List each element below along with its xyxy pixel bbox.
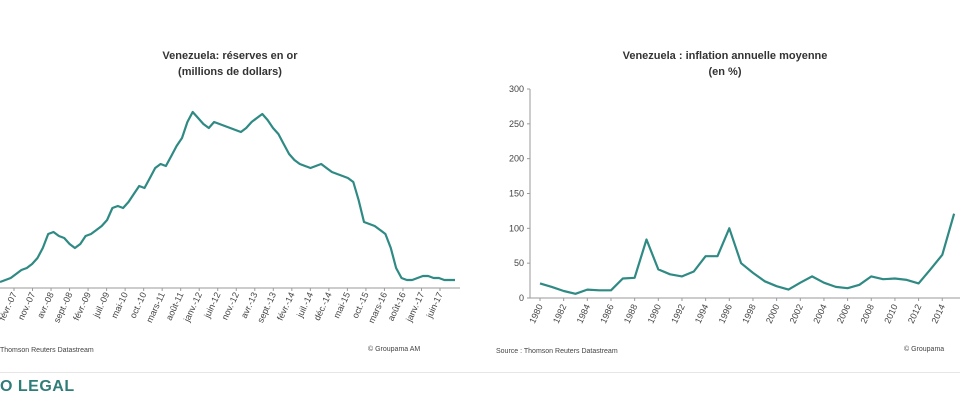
left-chart-gold-reserves: févr.-07nov.-07avr.-08sept.-08févr.-09ju…: [0, 110, 460, 325]
right-y-tick-label: 50: [514, 258, 524, 268]
right-y-tick-label: 250: [509, 119, 524, 129]
left-chart-title-line2: (millions de dollars): [178, 66, 282, 78]
right-x-tick-label: 1984: [575, 303, 593, 325]
right-y-tick-label: 100: [509, 223, 524, 233]
right-y-tick-label: 300: [509, 84, 524, 94]
right-chart-title: Venezuela : inflation annuelle moyenne (…: [560, 48, 890, 80]
left-series-line: [0, 110, 455, 284]
right-chart-inflation: 0 50 100 150 200 250 300 1980 1982 1984 1986 1988 19…: [509, 84, 960, 325]
footer-brand: O LEGAL: [0, 378, 75, 395]
right-credit: © Groupama: [904, 346, 945, 353]
left-chart-title: Venezuela: réserves en or (millions de d…: [80, 48, 380, 80]
right-x-tick-label: 1994: [693, 303, 711, 325]
right-x-tick-label: 1990: [646, 303, 664, 325]
left-x-tick-label: déc.-14: [312, 291, 334, 322]
right-x-tick-label: 2000: [764, 303, 782, 325]
left-x-tick-label: nov.-12: [220, 291, 241, 322]
left-source: Thomson Reuters Datastream: [0, 347, 94, 354]
left-x-tick-label: févr.-09: [71, 291, 93, 322]
right-x-tick-label: 2014: [930, 303, 948, 325]
right-chart-title-line1: Venezuela : inflation annuelle moyenne: [622, 50, 828, 62]
right-x-tick-label: 1988: [622, 303, 640, 325]
left-x-tick-label: juin-17: [424, 291, 445, 321]
right-x-tick-label: 1996: [717, 303, 735, 325]
footer-divider: [0, 372, 960, 373]
right-y-tick-label: 150: [509, 189, 524, 199]
right-x-tick-label: 1980: [527, 303, 545, 325]
right-x-tick-label: 2006: [835, 303, 853, 325]
right-chart-title-line2: (en %): [708, 66, 742, 78]
left-credit: © Groupama AM: [368, 346, 421, 353]
right-y-tick-label: 200: [509, 154, 524, 164]
left-chart-title-line1: Venezuela: réserves en or: [162, 50, 298, 62]
right-source: Source : Thomson Reuters Datastream: [496, 348, 618, 355]
right-x-tick-label: 1982: [551, 303, 569, 325]
right-x-tick-label: 2012: [906, 303, 924, 325]
right-x-tick-label: 2004: [811, 303, 829, 325]
right-x-tick-label: 1998: [740, 303, 758, 325]
right-x-tick-label: 1986: [598, 303, 616, 325]
right-x-tick-label: 1992: [669, 303, 687, 325]
left-x-tick-label: févr.-14: [275, 291, 297, 322]
right-y-tick-label: 0: [519, 293, 524, 303]
right-series-line: [539, 213, 956, 295]
left-x-tick-label: nov.-07: [16, 291, 37, 322]
right-x-tick-label: 2008: [859, 303, 877, 325]
right-x-tick-label: 2002: [788, 303, 806, 325]
right-x-tick-label: 2010: [882, 303, 900, 325]
